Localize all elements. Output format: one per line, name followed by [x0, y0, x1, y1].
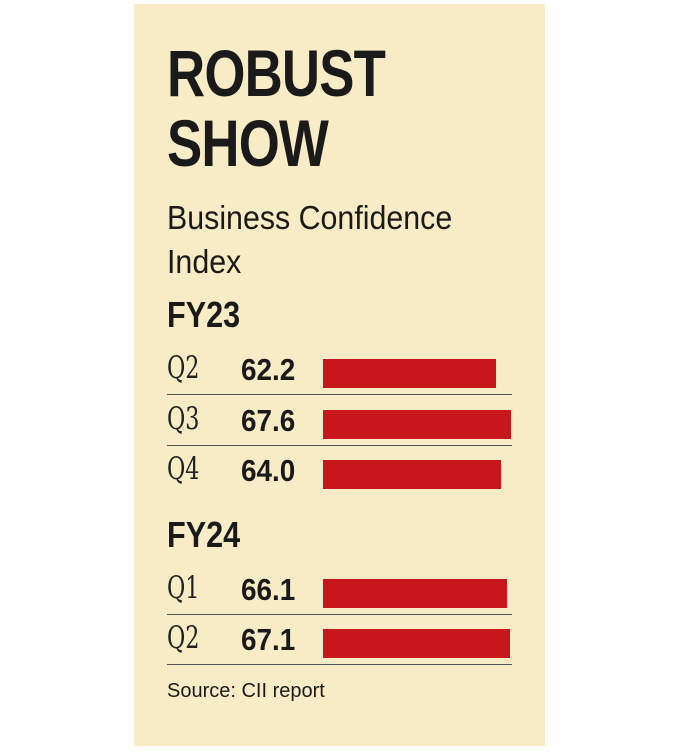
bar — [323, 460, 501, 489]
source-note: Source: CII report — [167, 680, 325, 702]
row-divider — [167, 613, 512, 615]
category-label: Q2 — [167, 350, 200, 386]
category-label: Q4 — [167, 451, 200, 487]
value-label: 64.0 — [241, 453, 296, 488]
row-divider — [167, 394, 512, 395]
bar — [323, 359, 496, 388]
category-label: Q2 — [167, 620, 200, 656]
row-divider — [167, 664, 512, 665]
chart-title: ROBUST SHOW — [167, 36, 386, 180]
value-label: 62.2 — [241, 352, 296, 387]
value-label: 67.6 — [241, 402, 296, 438]
bar — [323, 578, 507, 608]
value-label: 66.1 — [241, 571, 296, 607]
bar — [323, 409, 511, 439]
chart-panel: ROBUST SHOW Business Confidence Index So… — [134, 4, 545, 746]
category-label: Q1 — [167, 569, 200, 606]
row-divider — [167, 444, 512, 446]
chart-subtitle: Business Confidence Index — [167, 199, 453, 280]
category-label: Q3 — [167, 400, 200, 437]
group-label: FY24 — [167, 513, 241, 555]
value-label: 67.1 — [241, 622, 296, 657]
group-label: FY23 — [167, 294, 241, 335]
bar — [323, 629, 510, 658]
